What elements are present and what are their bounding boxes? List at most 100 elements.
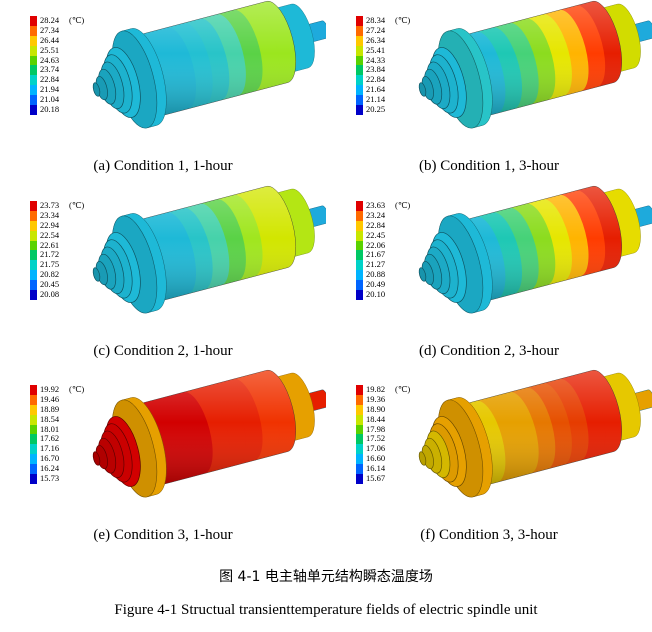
panel-caption: (d) Condition 2, 3-hour [419,343,559,359]
spindle-body-outline [133,0,296,118]
legend-value: 22.45 [366,229,386,240]
legend-unit: (℃) [395,15,411,25]
front-step-ring [418,451,427,466]
legend-swatch [356,95,363,106]
legend-swatch [30,55,37,66]
legend-swatch [356,105,363,115]
legend-value: 24.63 [40,54,60,65]
legend-swatch [30,385,37,395]
legend-value: 20.45 [40,279,60,290]
legend-value: 26.34 [366,34,386,45]
legend-swatch [30,464,37,475]
legend-swatch [30,95,37,106]
legend-swatch [30,474,37,484]
legend-swatch [30,240,37,251]
legend-value: 27.24 [366,24,386,35]
figure-panel: 23.63 (℃) 23.24 22.84 22.45 22.06 21.67 21.27 20… [326,185,652,370]
figure-panel: 28.34 (℃) 27.24 26.34 25.41 24.33 23.84 22.84 21… [326,0,652,185]
panel-caption: (a) Condition 1, 1-hour [93,158,233,174]
legend-value: 23.24 [366,209,386,220]
legend-swatch [30,454,37,465]
legend-swatch [30,230,37,241]
legend-value: 21.27 [366,259,386,270]
legend-swatch [30,25,37,36]
legend-value: 21.04 [40,94,60,105]
legend-value: 22.84 [366,74,386,85]
spindle-body-outline [459,0,622,118]
figure-panel: 19.92 (℃) 19.46 18.89 18.54 18.01 17.62 17.16 16… [0,369,326,554]
legend-swatch [356,85,363,96]
legend-value: 21.75 [40,259,60,270]
legend-swatch [356,474,363,484]
spindle-temperature-model [418,0,652,129]
legend-value: 18.90 [366,403,386,414]
legend-swatch [30,394,37,405]
legend-swatch [30,270,37,281]
legend-swatch [356,25,363,36]
legend-swatch [356,454,363,465]
legend-swatch [356,414,363,425]
panel-caption: (c) Condition 2, 1-hour [93,343,233,359]
legend-value: 22.61 [40,239,60,250]
legend-swatch [30,444,37,455]
legend-swatch [30,201,37,211]
spindle-temperature-model [418,369,652,498]
legend-swatch [30,424,37,435]
legend-value: 25.41 [366,44,386,55]
spindle-body-outline [459,369,622,487]
panel-caption: (f) Condition 3, 3-hour [420,527,558,543]
front-step-ring [92,267,101,282]
legend-value: 27.34 [40,24,60,35]
legend-swatch [356,434,363,445]
legend-swatch [356,260,363,271]
front-step-ring [418,82,427,97]
legend-value: 17.06 [366,443,386,454]
legend-swatch [356,35,363,46]
legend-value: 20.88 [366,269,386,280]
spindle-temperature-model [92,185,326,314]
legend-swatch [356,55,363,66]
legend-value: 23.63 [366,200,386,210]
legend-swatch [30,75,37,86]
legend-value: 21.14 [366,94,386,105]
legend-value: 20.49 [366,279,386,290]
figure-caption-chinese: 图 4-1 电主轴单元结构瞬态温度场 [219,569,433,585]
legend-unit: (℃) [69,384,85,394]
legend-value: 18.54 [40,413,60,424]
legend-value: 16.70 [40,453,60,464]
legend-value: 20.10 [366,289,386,300]
legend-swatch [30,16,37,26]
legend-swatch [30,434,37,445]
legend-value: 22.84 [366,219,386,230]
legend-value: 15.67 [366,473,386,484]
legend-swatch [30,85,37,96]
legend-value: 20.18 [40,104,60,115]
spindle-body-outline [133,185,296,303]
legend-swatch [356,290,363,300]
legend-value: 16.14 [366,463,386,474]
front-step-ring [92,82,101,97]
legend-swatch [356,65,363,76]
legend-swatch [356,16,363,26]
legend-swatch [30,414,37,425]
spindle-temperature-model [92,0,326,129]
legend-value: 25.51 [40,44,60,55]
legend-swatch [30,45,37,56]
legend-value: 22.06 [366,239,386,250]
legend-value: 17.52 [366,433,386,444]
legend-value: 19.46 [40,393,60,404]
legend-value: 20.82 [40,269,60,280]
spindle-temperature-model [92,369,326,498]
legend-swatch [356,240,363,251]
legend-value: 21.72 [40,249,60,260]
spindle-body-outline [459,185,622,303]
legend-swatch [30,35,37,46]
legend-swatch [356,385,363,395]
legend-swatch [356,394,363,405]
legend-swatch [30,65,37,76]
legend-value: 21.67 [366,249,386,260]
legend-swatch [356,75,363,86]
legend-value: 19.92 [40,384,60,394]
legend-swatch [356,424,363,435]
legend-swatch [356,201,363,211]
